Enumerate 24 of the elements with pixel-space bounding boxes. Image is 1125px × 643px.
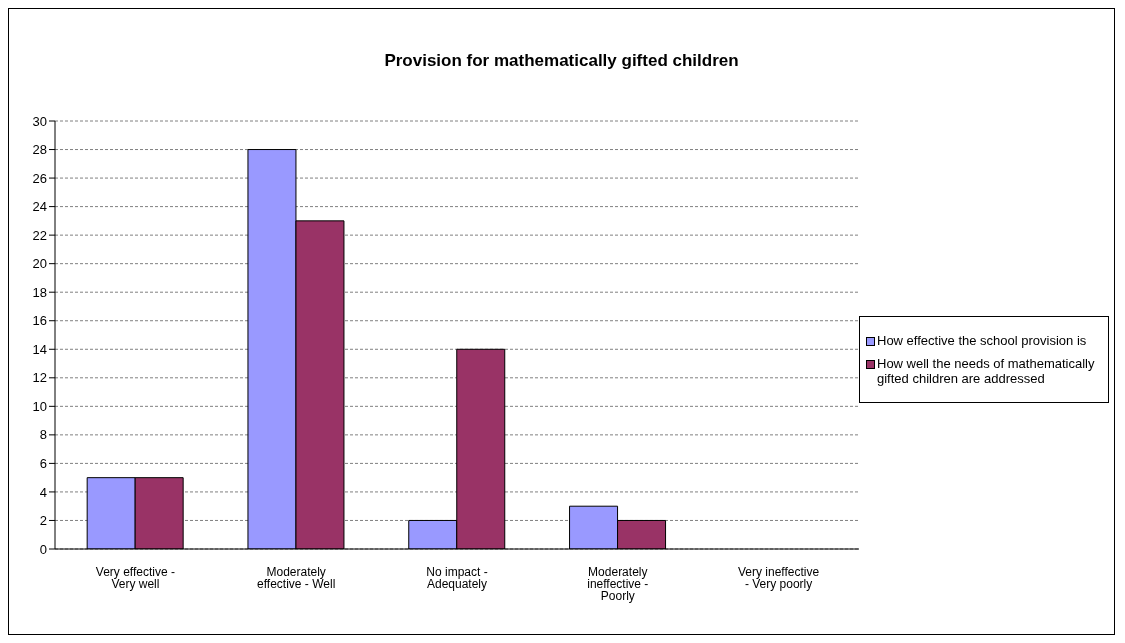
chart-title: Provision for mathematically gifted children (383, 51, 740, 71)
legend-label: How effective the school provision is (877, 332, 1087, 348)
y-tick-label: 26 (32, 170, 47, 186)
y-tick-label: 14 (32, 341, 47, 357)
x-tick-label: Very ineffective - Very poorly (738, 564, 820, 591)
y-tick-label: 10 (32, 398, 47, 414)
y-tick-label: 28 (32, 142, 47, 158)
legend-label: How well the needs of mathematically gifted children are addressed (877, 355, 1096, 386)
y-tick-label: 24 (32, 199, 47, 215)
y-tick-label: 12 (32, 370, 47, 386)
y-tick-label: 2 (39, 513, 47, 529)
y-tick-label: 30 (32, 113, 47, 129)
x-tick-label: Moderately ineffective - Poorly (587, 564, 649, 603)
y-tick-label: 6 (39, 456, 47, 472)
y-tick-label: 4 (39, 484, 47, 500)
y-tick-label: 0 (39, 541, 47, 557)
y-tick-label: 8 (39, 427, 47, 443)
y-tick-label: 16 (32, 313, 47, 329)
y-tick-label: 18 (32, 284, 47, 300)
y-tick-label: 20 (32, 256, 47, 272)
x-tick-label: Very effective - Very well (95, 564, 175, 591)
y-tick-label: 22 (32, 227, 47, 243)
x-tick-label: No impact - Adequately (426, 564, 488, 591)
x-tick-label: Moderately effective - Well (257, 564, 336, 591)
